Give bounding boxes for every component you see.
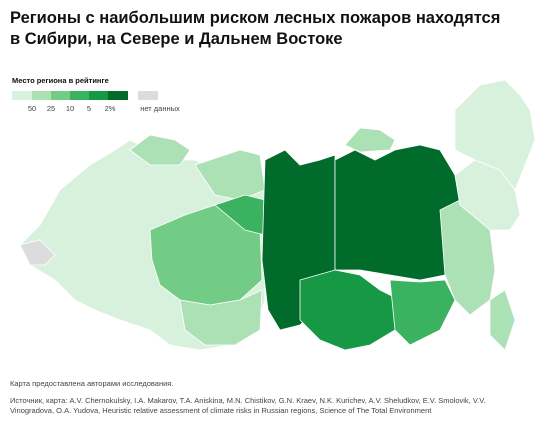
legend-label: 10 bbox=[65, 104, 75, 113]
title-line: в Сибири, на Севере и Дальнем Востоке bbox=[10, 30, 343, 48]
title-line: Регионы с наибольшим риском лесных пожар… bbox=[10, 9, 501, 27]
legend-title: Место региона в рейтинге bbox=[12, 76, 109, 85]
legend-no-data: нет данных bbox=[140, 104, 180, 113]
regions bbox=[19, 79, 536, 351]
source-note: Карта предоставлена авторами исследовани… bbox=[10, 379, 174, 388]
legend-swatches bbox=[12, 91, 158, 100]
citation: Источник, карта: A.V. Chernokulsky, I.A.… bbox=[10, 396, 486, 415]
title: Регионы с наибольшим риском лесных пожар… bbox=[10, 8, 500, 50]
legend-label: 5 bbox=[86, 104, 92, 113]
legend-label: 2% bbox=[104, 104, 116, 113]
legend-label: 50 bbox=[27, 104, 37, 113]
legend-label: 25 bbox=[46, 104, 56, 113]
